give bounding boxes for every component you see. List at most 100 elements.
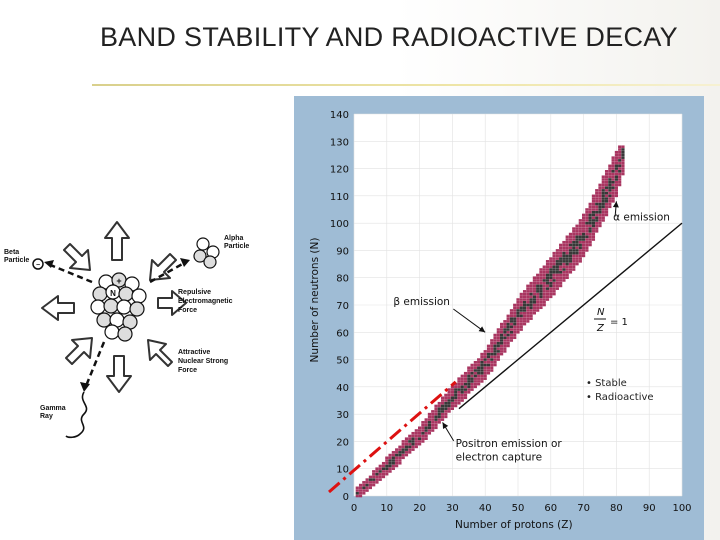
radioactive-nuclide <box>506 339 510 342</box>
stable-nuclide <box>608 183 612 187</box>
stable-nuclide <box>486 352 491 356</box>
radioactive-nuclide <box>595 189 599 192</box>
radioactive-nuclide <box>513 306 517 310</box>
radioactive-nuclide <box>470 369 474 372</box>
stable-nuclide <box>460 388 464 391</box>
stable-nuclide <box>549 284 553 288</box>
legend-stable: • Stable <box>586 378 627 389</box>
radioactive-nuclide <box>477 363 481 367</box>
arrow-diagonal-in-topleft-icon <box>63 243 91 271</box>
stable-nuclide <box>618 170 622 173</box>
radioactive-nuclide <box>477 361 481 364</box>
radioactive-nuclide <box>467 366 471 370</box>
radioactive-nuclide <box>614 153 618 157</box>
y-tick-label: 120 <box>330 165 349 176</box>
stable-nuclide <box>608 189 612 192</box>
x-tick-label: 60 <box>544 503 557 514</box>
radioactive-nuclide <box>604 170 609 173</box>
radioactive-nuclide <box>516 298 520 301</box>
radioactive-nuclide <box>588 202 592 206</box>
radioactive-nuclide <box>424 437 428 440</box>
radioactive-nuclide <box>368 475 372 479</box>
stable-nuclide <box>506 333 510 337</box>
radioactive-nuclide <box>483 361 487 364</box>
radioactive-nuclide <box>424 421 428 424</box>
stable-nuclide <box>595 210 599 214</box>
radioactive-nuclide <box>506 344 510 348</box>
y-tick-label: 130 <box>330 137 349 148</box>
radioactive-nuclide <box>444 412 448 416</box>
stable-nuclide <box>578 246 582 249</box>
stable-nuclide <box>421 431 425 435</box>
radioactive-nuclide <box>529 311 533 315</box>
radioactive-nuclide <box>559 265 563 269</box>
radioactive-nuclide <box>440 415 445 419</box>
radioactive-nuclide <box>582 221 586 225</box>
radioactive-nuclide <box>473 363 477 367</box>
radioactive-nuclide <box>598 186 602 189</box>
radioactive-nuclide <box>404 437 409 440</box>
annotation-leader <box>453 308 486 333</box>
radioactive-nuclide <box>506 330 510 334</box>
radioactive-nuclide <box>493 363 497 367</box>
radioactive-nuclide <box>444 415 448 419</box>
radioactive-nuclide <box>460 380 464 383</box>
radioactive-nuclide <box>539 303 543 307</box>
radioactive-nuclide <box>483 352 487 356</box>
radioactive-nuclide <box>621 161 625 165</box>
stable-nuclide <box>437 407 441 410</box>
radioactive-nuclide <box>500 350 504 353</box>
annotation-label: electron capture <box>456 452 542 464</box>
radioactive-nuclide <box>604 172 609 176</box>
radioactive-nuclide <box>362 483 366 487</box>
radioactive-nuclide <box>595 221 599 225</box>
radioactive-nuclide <box>378 478 382 481</box>
radioactive-nuclide <box>414 440 418 443</box>
radioactive-nuclide <box>532 281 536 285</box>
radioactive-nuclide <box>509 311 514 315</box>
radioactive-nuclide <box>608 202 612 206</box>
radioactive-nuclide <box>493 361 497 364</box>
stable-nuclide <box>473 369 477 372</box>
radioactive-nuclide <box>555 284 559 288</box>
radioactive-nuclide <box>431 415 435 419</box>
radioactive-nuclide <box>559 279 563 282</box>
stable-nuclide <box>532 298 536 301</box>
radioactive-nuclide <box>526 292 530 296</box>
radioactive-nuclide <box>434 410 438 413</box>
attractive-force-label-3: Force <box>178 367 197 374</box>
radioactive-nuclide <box>575 254 579 258</box>
radioactive-nuclide <box>450 407 454 410</box>
radioactive-nuclide <box>385 456 389 460</box>
radioactive-nuclide <box>358 494 363 498</box>
stable-nuclide <box>578 238 582 241</box>
stable-nuclide <box>437 410 441 413</box>
stable-nuclide <box>562 257 566 260</box>
radioactive-nuclide <box>440 399 445 402</box>
radioactive-nuclide <box>591 227 596 230</box>
radioactive-nuclide <box>404 451 409 454</box>
radioactive-nuclide <box>549 290 553 293</box>
radioactive-nuclide <box>519 328 523 331</box>
radioactive-nuclide <box>411 431 415 435</box>
radioactive-nuclide <box>418 440 422 443</box>
radioactive-nuclide <box>552 292 556 296</box>
radioactive-nuclide <box>578 251 582 255</box>
radioactive-nuclide <box>395 459 399 462</box>
radioactive-nuclide <box>595 194 599 198</box>
stable-nuclide <box>555 260 559 263</box>
stable-nuclide <box>470 371 474 375</box>
radioactive-nuclide <box>477 382 481 386</box>
radioactive-nuclide <box>621 164 625 168</box>
radioactive-nuclide <box>614 150 618 154</box>
radioactive-nuclide <box>473 380 477 383</box>
stable-nuclide <box>513 322 517 326</box>
radioactive-nuclide <box>516 317 520 320</box>
x-tick-label: 20 <box>413 503 426 514</box>
radioactive-nuclide <box>549 257 553 260</box>
radioactive-nuclide <box>506 314 510 318</box>
radioactive-nuclide <box>565 251 569 255</box>
stable-nuclide <box>611 180 615 184</box>
stable-nuclide <box>601 202 605 206</box>
radioactive-nuclide <box>595 230 599 233</box>
